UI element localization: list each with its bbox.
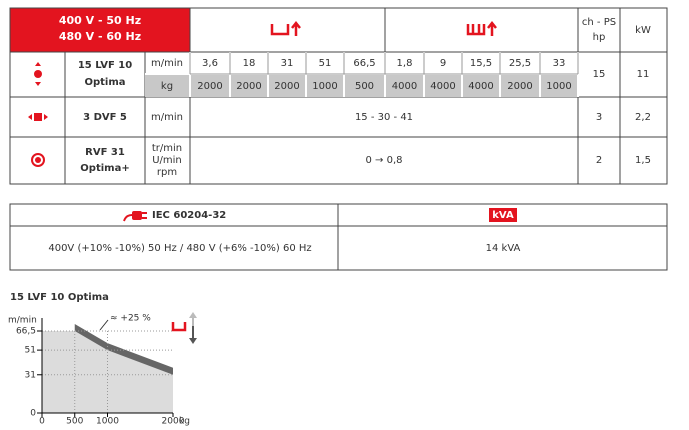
x-tick-label: 0 (39, 417, 45, 427)
kw-value: 11 (637, 69, 650, 80)
kva-badge (489, 208, 517, 222)
hp-value: 2 (596, 155, 602, 166)
chart-icon (171, 312, 197, 344)
load: 1000 (546, 81, 571, 92)
speed: 18 (243, 58, 256, 69)
speed: 31 (281, 58, 294, 69)
product-name: Optima (84, 77, 125, 88)
row-icons (28, 62, 48, 167)
speed: 33 (553, 58, 566, 69)
hp-value: 3 (596, 112, 602, 123)
speed: 1,8 (397, 58, 413, 69)
power-header: IEC 60204-32 (152, 210, 226, 221)
header-cell (10, 8, 190, 52)
annotation: ≈ +25 % (110, 314, 151, 324)
x-tick-label: 1000 (96, 417, 119, 427)
hoist-icon (270, 20, 301, 36)
load: 2000 (197, 81, 222, 92)
x-axis-label: kg (179, 417, 190, 427)
product-name: 3 DVF 5 (83, 112, 127, 123)
boost-band (74, 324, 173, 375)
unit: rpm (157, 167, 177, 178)
unit: U/min (152, 155, 182, 166)
load: 2000 (236, 81, 261, 92)
power-value: 14 kVA (486, 243, 521, 254)
kw-header: kW (635, 25, 651, 36)
kw-value: 2,2 (635, 112, 651, 123)
product-name: 15 LVF 10 (78, 60, 132, 71)
kw-value: 1,5 (635, 155, 651, 166)
chart-title: 15 LVF 10 Optima (10, 292, 109, 303)
power-grid (9, 203, 668, 271)
y-tick-label: 51 (25, 346, 36, 356)
hp-header: hp (593, 32, 606, 43)
speed: 3,6 (202, 58, 218, 69)
load: 4000 (468, 81, 493, 92)
y-tick-label: 0 (30, 409, 36, 419)
annotation-leader (99, 319, 109, 331)
load: 2000 (274, 81, 299, 92)
product-name: RVF 31 (85, 147, 125, 158)
trolley-icon (466, 20, 497, 36)
speed-range: 15 - 30 - 41 (355, 112, 413, 123)
area (42, 331, 173, 413)
y-tick-label: 66,5 (16, 327, 36, 337)
power-header: kVA (492, 210, 514, 221)
power-value: 400V (+10% -10%) 50 Hz / 480 V (+6% -10%… (48, 243, 311, 254)
voltage: 480 V - 60 Hz (59, 30, 141, 43)
plug-icon (123, 211, 147, 222)
speed: 66,5 (353, 58, 375, 69)
unit: tr/min (152, 143, 182, 154)
speed: 51 (319, 58, 332, 69)
unit: kg (161, 81, 173, 92)
voltage: 400 V - 50 Hz (59, 14, 141, 27)
x-tick-label: 500 (66, 417, 83, 427)
load: 1000 (312, 81, 337, 92)
product-name: Optima+ (80, 163, 129, 174)
load-row (145, 74, 578, 97)
unit: m/min (151, 112, 183, 123)
speed: 25,5 (509, 58, 531, 69)
load: 4000 (430, 81, 455, 92)
y-axis-label: m/min (8, 316, 37, 326)
unit: m/min (151, 58, 183, 69)
speed-range: 0 → 0,8 (365, 155, 402, 166)
speed: 9 (440, 58, 446, 69)
x-tick-label: 2000 (162, 417, 185, 427)
hp-value: 15 (593, 69, 606, 80)
y-tick-label: 31 (25, 370, 36, 380)
load: 4000 (392, 81, 417, 92)
load: 2000 (507, 81, 532, 92)
hp-header: ch - PS (582, 17, 616, 28)
load: 500 (355, 81, 374, 92)
speed: 15,5 (470, 58, 492, 69)
